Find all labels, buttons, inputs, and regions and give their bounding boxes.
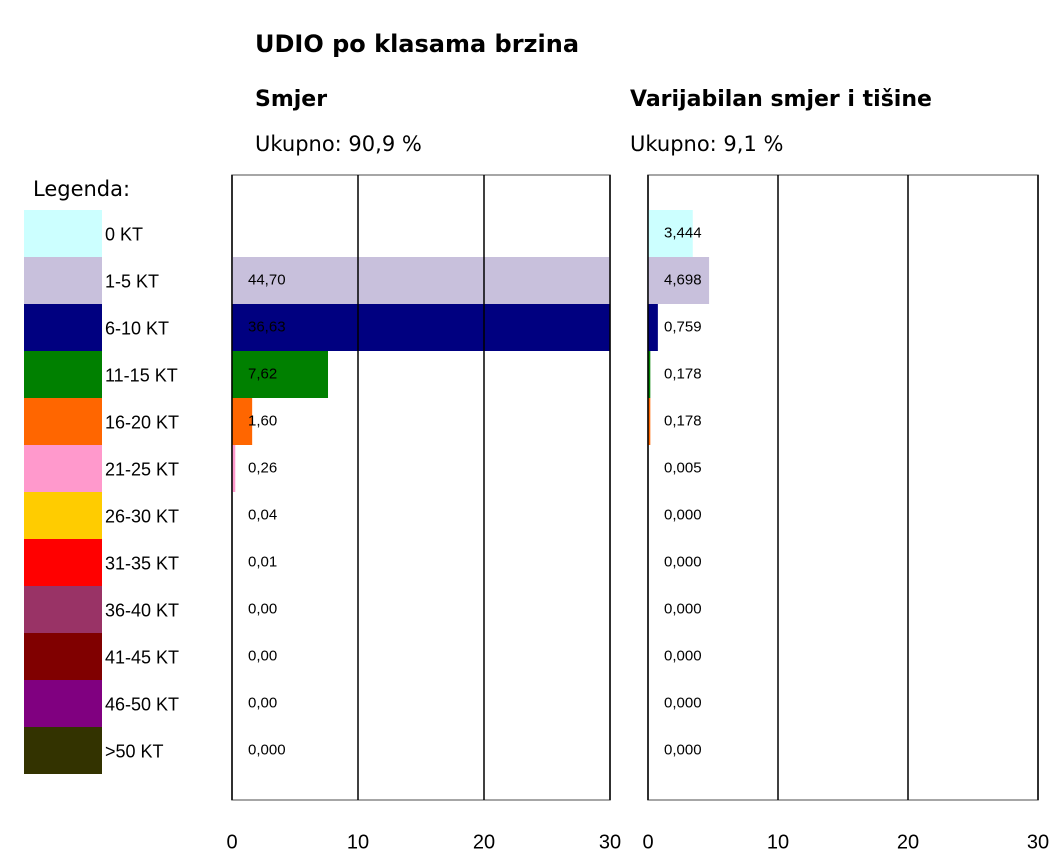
value-label: 0,759 (664, 318, 702, 335)
bars (648, 210, 710, 492)
bar (648, 210, 693, 257)
legend-swatch (24, 257, 102, 304)
legend-swatch (24, 210, 102, 257)
value-label: 0,01 (248, 553, 277, 570)
x-tick-label: 0 (226, 831, 237, 853)
value-label: 0,005 (664, 459, 702, 476)
legend-label: 36-40 KT (105, 600, 179, 620)
bar (232, 398, 253, 445)
x-tick-label: 0 (642, 831, 653, 853)
value-label: 1,60 (248, 412, 277, 429)
value-label: 0,000 (248, 741, 286, 758)
x-tick-label: 20 (473, 831, 495, 853)
value-label: 0,000 (664, 506, 702, 523)
x-tick-label: 10 (347, 831, 369, 853)
value-label: 4,698 (664, 271, 702, 288)
value-label: 0,178 (664, 412, 702, 429)
value-label: 0,00 (248, 600, 277, 617)
legend-swatch (24, 492, 102, 539)
bar (648, 398, 651, 445)
legend-swatch (24, 304, 102, 351)
bars (232, 257, 610, 586)
legend-label: 11-15 KT (105, 365, 178, 385)
value-label: 3,444 (664, 224, 702, 241)
legend-label: 21-25 KT (105, 459, 179, 479)
legend-label: 0 KT (105, 224, 143, 244)
value-label: 0,000 (664, 647, 702, 664)
chart-subtitle: Ukupno: 9,1 % (630, 132, 783, 156)
legend-swatch (24, 680, 102, 727)
legend-label: 46-50 KT (105, 694, 179, 714)
value-label: 0,000 (664, 694, 702, 711)
x-tick-label: 30 (599, 831, 621, 853)
page-title: UDIO po klasama brzina (255, 30, 579, 58)
chart-title: Varijabilan smjer i tišine (630, 87, 932, 112)
x-tick-label: 20 (897, 831, 919, 853)
legend-swatch (24, 445, 102, 492)
legend-swatch (24, 586, 102, 633)
chart-title: Smjer (255, 87, 327, 112)
value-label: 36,63 (248, 318, 286, 335)
value-label: 0,00 (248, 647, 277, 664)
value-label: 7,62 (248, 365, 277, 382)
legend-label: 26-30 KT (105, 506, 179, 526)
x-tick-label: 30 (1027, 831, 1049, 853)
value-label: 0,178 (664, 365, 702, 382)
bar (232, 351, 329, 398)
value-label: 0,000 (664, 553, 702, 570)
legend-label: 31-35 KT (105, 553, 179, 573)
bar (232, 257, 610, 304)
legend-title: Legenda: (33, 177, 130, 201)
legend-swatch (24, 351, 102, 398)
value-label: 0,000 (664, 741, 702, 758)
value-label: 0,04 (248, 506, 277, 523)
bar (648, 351, 651, 398)
bar (648, 257, 710, 304)
legend-swatch (24, 727, 102, 774)
legend-label: 16-20 KT (105, 412, 179, 432)
value-label: 0,26 (248, 459, 277, 476)
legend-swatch (24, 398, 102, 445)
value-label: 0,00 (248, 694, 277, 711)
x-tick-label: 10 (767, 831, 789, 853)
legend-label: >50 KT (105, 741, 164, 761)
bar (232, 445, 236, 492)
legend-swatch (24, 633, 102, 680)
value-label: 0,000 (664, 600, 702, 617)
legend-label: 1-5 KT (105, 271, 159, 291)
legend-label: 6-10 KT (105, 318, 169, 338)
chart-subtitle: Ukupno: 90,9 % (255, 132, 422, 156)
bar (648, 304, 658, 351)
legend-swatch (24, 539, 102, 586)
legend-label: 41-45 KT (105, 647, 179, 667)
bar (232, 304, 610, 351)
value-label: 44,70 (248, 271, 286, 288)
